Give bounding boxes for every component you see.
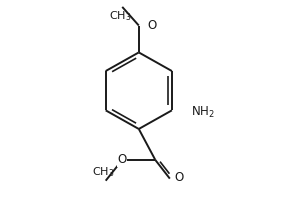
Text: O: O xyxy=(175,171,184,184)
Text: O: O xyxy=(147,19,156,32)
Text: CH$_3$: CH$_3$ xyxy=(93,165,115,179)
Text: CH$_3$: CH$_3$ xyxy=(109,9,131,23)
Text: O: O xyxy=(118,153,127,166)
Text: NH$_2$: NH$_2$ xyxy=(191,105,214,120)
